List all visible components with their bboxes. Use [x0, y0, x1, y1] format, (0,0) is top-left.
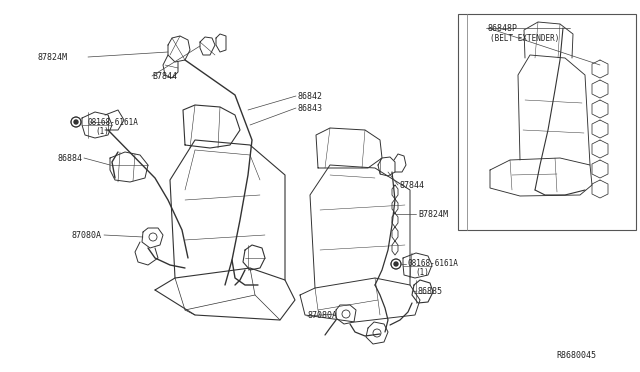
Bar	[458, 14, 636, 230]
Text: B: B	[394, 262, 398, 266]
Text: 86884: 86884	[57, 154, 82, 163]
Text: B7844: B7844	[152, 71, 177, 80]
Text: 08168-6161A: 08168-6161A	[408, 260, 459, 269]
Text: 86842: 86842	[298, 92, 323, 100]
Text: 86885: 86885	[418, 286, 443, 295]
Text: (1): (1)	[95, 126, 109, 135]
Text: 87080A: 87080A	[72, 231, 102, 240]
Text: (BELT EXTENDER): (BELT EXTENDER)	[490, 33, 559, 42]
Text: B7824M: B7824M	[418, 209, 448, 218]
Text: 87080A: 87080A	[308, 311, 338, 321]
Text: B: B	[74, 119, 78, 125]
Circle shape	[74, 120, 78, 124]
Circle shape	[394, 262, 398, 266]
Text: (1): (1)	[415, 269, 429, 278]
Text: 87844: 87844	[400, 180, 425, 189]
Text: 87824M: 87824M	[38, 52, 68, 61]
Text: R8680045: R8680045	[556, 350, 596, 359]
Text: 08168-6161A: 08168-6161A	[88, 118, 139, 126]
Text: 86848P: 86848P	[488, 23, 518, 32]
Text: 86843: 86843	[298, 103, 323, 112]
